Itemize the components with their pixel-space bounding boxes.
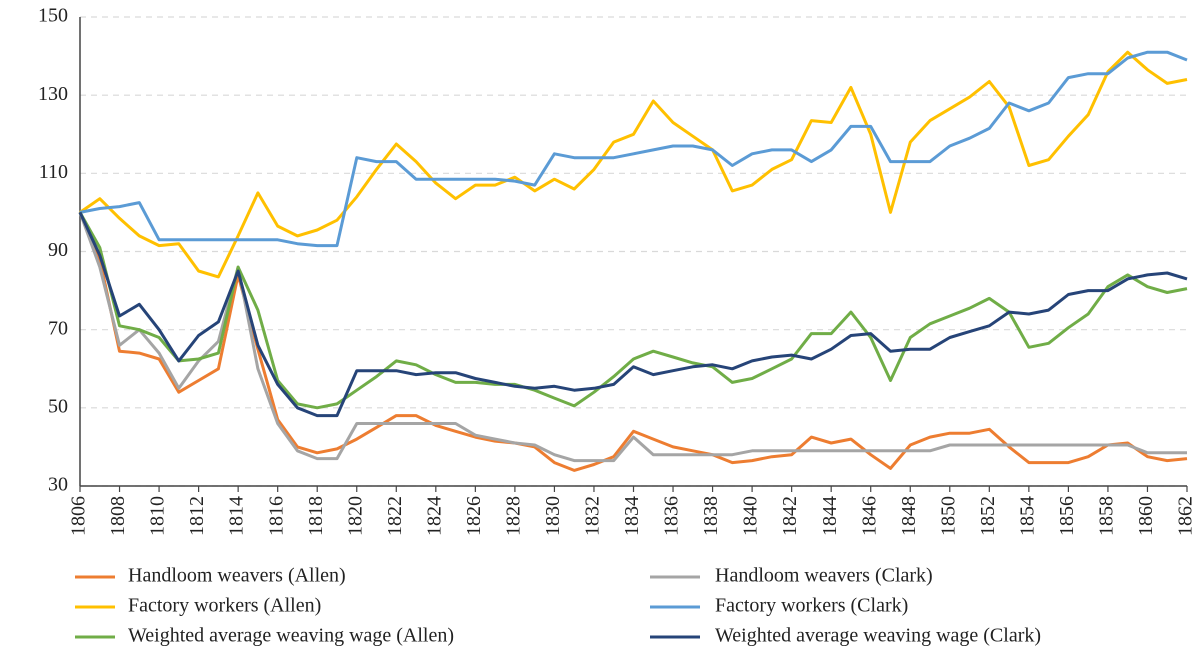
x-tick-label: 1824 [423, 496, 445, 536]
x-tick-label: 1818 [305, 496, 327, 536]
series-line [79, 50, 1188, 279]
x-tick-label: 1812 [186, 496, 208, 536]
series-line [79, 50, 1188, 248]
legend-label: Factory workers (Clark) [715, 595, 908, 617]
x-tick-label: 1856 [1056, 496, 1078, 536]
x-tick-label: 1810 [147, 496, 169, 536]
legend-label: Factory workers (Allen) [128, 595, 321, 617]
series-line [78, 211, 1188, 418]
x-tick-label: 1858 [1096, 496, 1118, 536]
series-line [78, 211, 1188, 410]
y-tick-label: 30 [48, 474, 68, 496]
legend-label: Handloom weavers (Clark) [715, 565, 933, 587]
y-tick-label: 70 [48, 317, 68, 339]
x-tick-label: 1854 [1016, 496, 1038, 536]
x-tick-label: 1820 [344, 496, 366, 536]
y-tick-label: 90 [48, 239, 68, 261]
legend-label: Handloom weavers (Allen) [128, 565, 346, 587]
x-tick-label: 1808 [107, 496, 129, 536]
y-tick-label: 50 [48, 395, 68, 417]
x-tick-label: 1862 [1175, 496, 1197, 536]
legend-label: Weighted average weaving wage (Clark) [715, 625, 1041, 647]
x-tick-label: 1814 [226, 496, 248, 536]
x-tick-label: 1832 [582, 496, 604, 536]
y-tick-label: 150 [38, 5, 68, 27]
series-line [78, 211, 1188, 472]
x-tick-label: 1852 [977, 496, 999, 536]
x-tick-label: 1816 [265, 496, 287, 536]
x-tick-label: 1826 [463, 496, 485, 536]
x-tick-label: 1848 [898, 496, 920, 536]
legend-label: Weighted average weaving wage (Allen) [128, 625, 454, 647]
x-tick-label: 1846 [858, 496, 880, 536]
x-tick-label: 1830 [542, 496, 564, 536]
x-tick-label: 1860 [1135, 496, 1157, 536]
x-tick-label: 1834 [621, 496, 643, 536]
x-tick-label: 1822 [384, 496, 406, 536]
x-tick-label: 1844 [819, 496, 841, 536]
x-tick-label: 1840 [740, 496, 762, 536]
y-tick-label: 130 [38, 83, 68, 105]
x-tick-label: 1836 [661, 496, 683, 536]
x-tick-label: 1838 [700, 496, 722, 536]
y-tick-label: 110 [39, 161, 68, 183]
series-line [78, 211, 1187, 463]
x-tick-label: 1806 [68, 496, 90, 536]
x-tick-label: 1850 [937, 496, 959, 536]
x-tick-label: 1828 [502, 496, 524, 536]
x-tick-label: 1842 [779, 496, 801, 536]
